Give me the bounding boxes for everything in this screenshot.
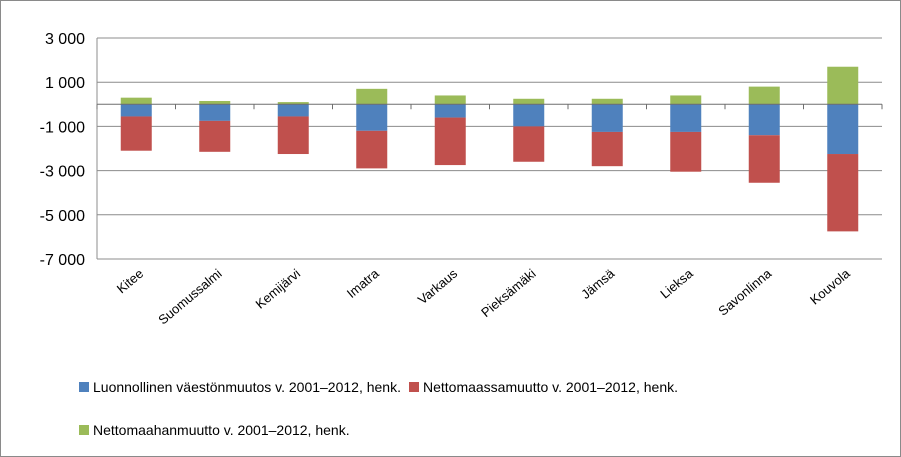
- x-category-label: Savonlinna: [715, 265, 775, 318]
- y-tick-label: -5 000: [40, 208, 85, 225]
- bar-segment: [356, 104, 388, 131]
- bar-segment: [199, 100, 231, 105]
- x-category-label: Kemijärvi: [253, 266, 304, 312]
- legend-row-2: Nettomaahanmuutto v. 2001–2012, henk.: [79, 422, 350, 438]
- legend-label-series-0: Luonnollinen väestönmuutos v. 2001–2012,…: [93, 379, 401, 395]
- x-category-label: Pieksämäki: [478, 266, 539, 320]
- bar-segment: [120, 104, 152, 117]
- bar-segment: [434, 95, 466, 105]
- bar-segment: [670, 131, 702, 172]
- y-tick-label: -1 000: [40, 119, 85, 136]
- x-category-label: Varkaus: [415, 265, 461, 307]
- bar-segment: [748, 86, 780, 105]
- y-tick-label: -3 000: [40, 164, 85, 181]
- bar-segment: [827, 66, 859, 105]
- y-tick-label: 3 000: [45, 31, 85, 48]
- bar-segment: [199, 104, 231, 121]
- bar-segment: [277, 104, 309, 117]
- bar-segment: [277, 116, 309, 155]
- bar-segment: [277, 102, 309, 105]
- legend-label-series-2: Nettomaahanmuutto v. 2001–2012, henk.: [93, 422, 350, 438]
- bar-segment: [670, 95, 702, 105]
- legend-row-1: Luonnollinen väestönmuutos v. 2001–2012,…: [79, 379, 678, 395]
- bar-segment: [434, 104, 466, 118]
- bar-segment: [513, 104, 545, 127]
- bar-segment: [591, 98, 623, 105]
- bar-segment: [591, 104, 623, 132]
- bar-segment: [199, 120, 231, 152]
- bar-segment: [120, 97, 152, 105]
- bar-segment: [827, 104, 859, 155]
- x-category-label: Suomussalmi: [155, 266, 224, 328]
- x-category-label: Lieksa: [657, 265, 696, 301]
- x-category-label: Kouvola: [807, 265, 853, 307]
- legend-swatch-series-2: [79, 425, 89, 435]
- legend-swatch-series-0: [79, 382, 89, 392]
- x-category-label: Kitee: [114, 266, 146, 297]
- bar-segment: [591, 131, 623, 167]
- bar-segment: [120, 116, 152, 151]
- bar-segment: [827, 154, 859, 232]
- bar-segment: [356, 88, 388, 105]
- bar-segment: [748, 104, 780, 136]
- legend-swatch-series-1: [408, 382, 419, 392]
- bar-segment: [513, 126, 545, 162]
- y-tick-label: -7 000: [40, 252, 85, 269]
- legend-label-series-1: Nettomaassamuutto v. 2001–2012, henk.: [422, 379, 678, 395]
- bar-segment: [513, 98, 545, 105]
- bar-segment: [434, 117, 466, 166]
- bar-segment: [748, 135, 780, 183]
- x-category-label: Imatra: [344, 265, 382, 301]
- y-tick-label: 1 000: [45, 75, 85, 92]
- bar-segment: [670, 104, 702, 132]
- bar-segment: [356, 130, 388, 169]
- x-category-label: Jämsä: [578, 265, 618, 302]
